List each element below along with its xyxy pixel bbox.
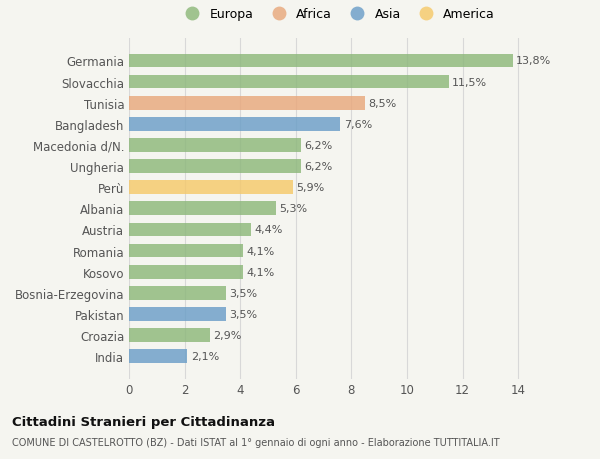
Text: 3,5%: 3,5% [230, 309, 258, 319]
Bar [129, 181, 293, 195]
Bar [129, 223, 251, 237]
Bar [129, 329, 209, 342]
Text: 4,1%: 4,1% [247, 246, 275, 256]
Text: 8,5%: 8,5% [368, 99, 397, 108]
Text: 11,5%: 11,5% [452, 78, 487, 87]
Text: 5,9%: 5,9% [296, 183, 325, 193]
Bar [129, 160, 301, 174]
Bar [129, 244, 243, 258]
Text: 7,6%: 7,6% [344, 119, 372, 129]
Bar [129, 139, 301, 152]
Text: 6,2%: 6,2% [305, 162, 333, 172]
Legend: Europa, Africa, Asia, America: Europa, Africa, Asia, America [180, 8, 495, 21]
Text: 2,1%: 2,1% [191, 352, 219, 361]
Bar [129, 76, 449, 89]
Bar [129, 286, 226, 300]
Bar [129, 350, 187, 363]
Bar [129, 55, 512, 68]
Text: 5,3%: 5,3% [280, 204, 308, 214]
Text: 3,5%: 3,5% [230, 288, 258, 298]
Bar [129, 118, 340, 131]
Bar [129, 308, 226, 321]
Text: 4,4%: 4,4% [254, 225, 283, 235]
Text: COMUNE DI CASTELROTTO (BZ) - Dati ISTAT al 1° gennaio di ogni anno - Elaborazion: COMUNE DI CASTELROTTO (BZ) - Dati ISTAT … [12, 437, 500, 447]
Text: Cittadini Stranieri per Cittadinanza: Cittadini Stranieri per Cittadinanza [12, 415, 275, 428]
Text: 13,8%: 13,8% [516, 56, 551, 66]
Text: 6,2%: 6,2% [305, 140, 333, 151]
Text: 2,9%: 2,9% [213, 330, 241, 340]
Bar [129, 96, 365, 110]
Text: 4,1%: 4,1% [247, 267, 275, 277]
Bar [129, 202, 277, 216]
Bar [129, 265, 243, 279]
